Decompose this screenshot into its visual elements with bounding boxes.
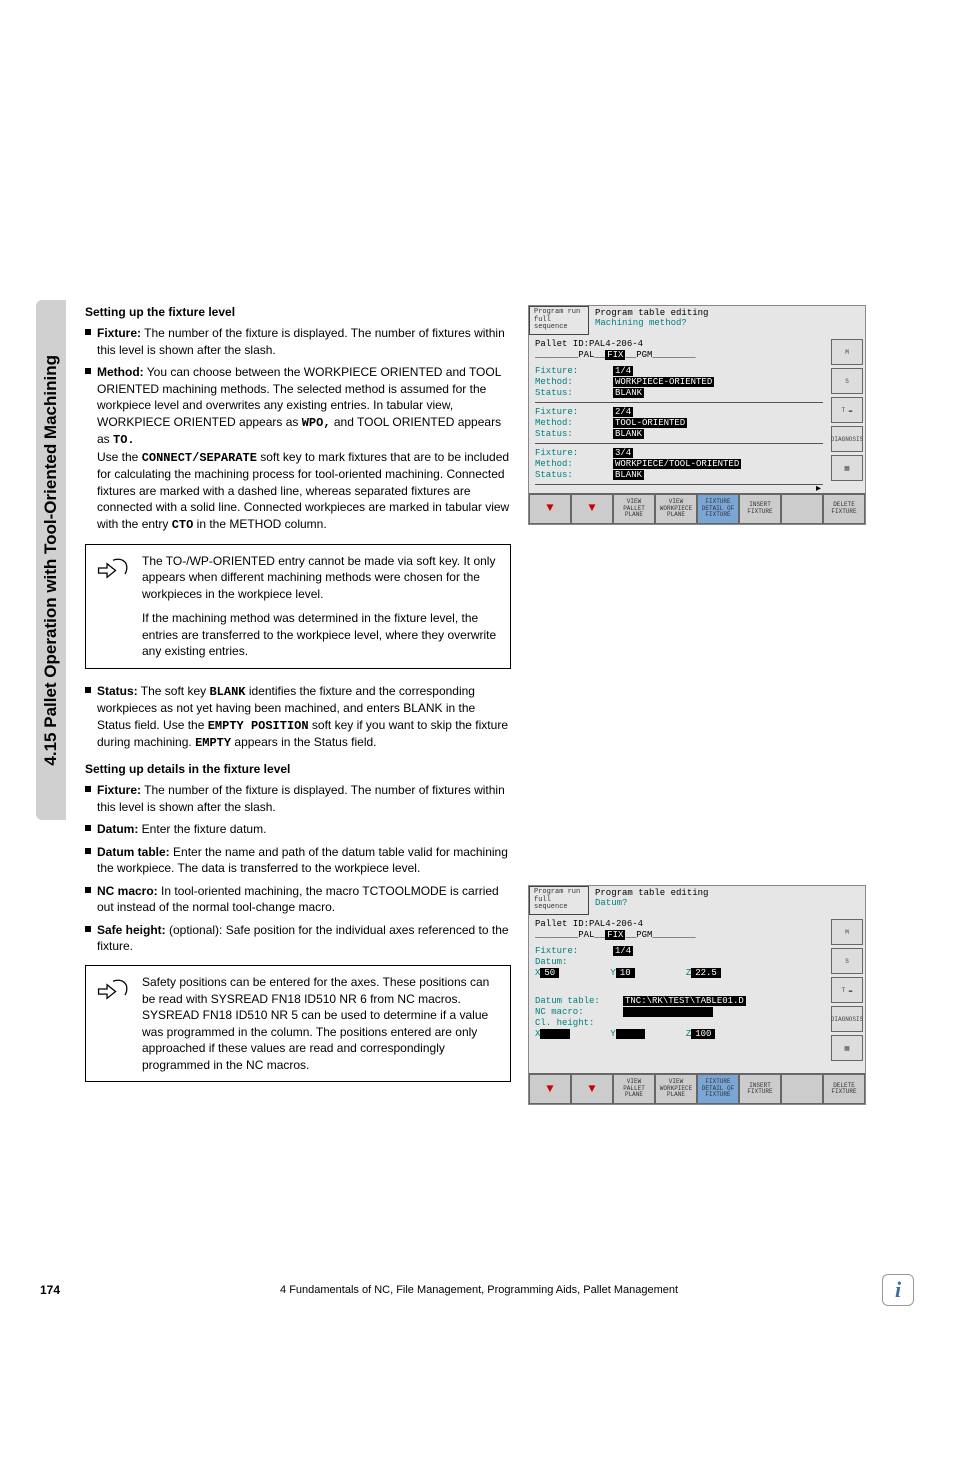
mode-label: Program run full sequence xyxy=(529,306,589,335)
sk-4[interactable]: FIXTURE DETAIL OF FIXTURE xyxy=(697,494,739,524)
sk-5[interactable]: INSERT FIXTURE xyxy=(739,1074,781,1104)
sk-4[interactable]: FIXTURE DETAIL OF FIXTURE xyxy=(697,1074,739,1104)
mode-label: Program run full sequence xyxy=(529,886,589,915)
pallet-id: Pallet ID:PAL4-206-4 xyxy=(535,919,823,929)
sk-7[interactable]: DELETE FIXTURE xyxy=(823,494,865,524)
scroll-indicator: ▸ xyxy=(816,483,821,495)
rbtn-m[interactable]: M xyxy=(831,339,863,365)
screen-1: Program run full sequence Program table … xyxy=(528,305,866,525)
rbtn-s[interactable]: S xyxy=(831,368,863,394)
s2-item-1: Datum: Enter the fixture datum. xyxy=(85,821,511,838)
sk-prev[interactable]: ▼ xyxy=(529,1074,571,1104)
sk-5[interactable]: INSERT FIXTURE xyxy=(739,494,781,524)
rbtn-t[interactable]: T ▬ xyxy=(831,977,863,1003)
screen2-title2: Datum? xyxy=(595,898,708,908)
rbtn-diag[interactable]: DIAGNOSIS xyxy=(831,1006,863,1032)
chapter-title: 4 Fundamentals of NC, File Management, P… xyxy=(280,1284,882,1296)
note-box-2: Safety positions can be entered for the … xyxy=(85,965,511,1082)
note1-p1: The TO-/WP-ORIENTED entry cannot be made… xyxy=(142,553,500,603)
section1-heading: Setting up the fixture level xyxy=(85,305,511,319)
softkey-row: ▼ ▼ VIEW PALLET PLANE VIEW WORKPIECE PLA… xyxy=(529,1073,865,1104)
level-tabs: ________PAL__FIX__PGM________ xyxy=(535,930,823,940)
sk-3[interactable]: VIEW WORKPIECE PLANE xyxy=(655,1074,697,1104)
rbtn-grid[interactable]: ▦ xyxy=(831,1035,863,1061)
page-number: 174 xyxy=(40,1283,60,1297)
sidebar-tab: 4.15 Pallet Operation with Tool-Oriented… xyxy=(36,300,66,820)
sk-2[interactable]: VIEW PALLET PLANE xyxy=(613,494,655,524)
s1-item-method: Method: You can choose between the WORKP… xyxy=(85,364,511,533)
note2-p1: Safety positions can be entered for the … xyxy=(142,974,500,1073)
sk-next[interactable]: ▼ xyxy=(571,494,613,524)
rbtn-t[interactable]: T ▬ xyxy=(831,397,863,423)
s2-item-2: Datum table: Enter the name and path of … xyxy=(85,844,511,877)
clh-xyz: X Y Z100 xyxy=(535,1029,823,1039)
s1-item-fixture: Fixture: The number of the fixture is di… xyxy=(85,325,511,358)
main-content: Setting up the fixture level Fixture: Th… xyxy=(85,305,511,1096)
note1-p2: If the machining method was determined i… xyxy=(142,610,500,660)
s2-item-0: Fixture: The number of the fixture is di… xyxy=(85,782,511,815)
sk-prev[interactable]: ▼ xyxy=(529,494,571,524)
screen-2: Program run full sequence Program table … xyxy=(528,885,866,1105)
hand-icon xyxy=(96,974,130,1073)
s2-item-4: Safe height: (optional): Safe position f… xyxy=(85,922,511,955)
screen1-title1: Program table editing xyxy=(595,308,708,318)
sidebar-label: 4.15 Pallet Operation with Tool-Oriented… xyxy=(41,355,61,766)
sk-next[interactable]: ▼ xyxy=(571,1074,613,1104)
sk-6[interactable] xyxy=(781,494,823,524)
softkey-row: ▼ ▼ VIEW PALLET PLANE VIEW WORKPIECE PLA… xyxy=(529,493,865,524)
screen1-title2: Machining method? xyxy=(595,318,708,328)
level-tabs: ________PAL__FIX__PGM________ xyxy=(535,350,823,360)
sk-3[interactable]: VIEW WORKPIECE PLANE xyxy=(655,494,697,524)
page-footer: 174 4 Fundamentals of NC, File Managemen… xyxy=(0,1274,954,1306)
datum-xyz: X50 Y10 Z22.5 xyxy=(535,968,823,978)
rbtn-grid[interactable]: ▦ xyxy=(831,455,863,481)
section2-heading: Setting up details in the fixture level xyxy=(85,762,511,776)
sk-2[interactable]: VIEW PALLET PLANE xyxy=(613,1074,655,1104)
rbtn-s[interactable]: S xyxy=(831,948,863,974)
s2-item-3: NC macro: In tool-oriented machining, th… xyxy=(85,883,511,916)
hand-icon xyxy=(96,553,130,660)
rbtn-m[interactable]: M xyxy=(831,919,863,945)
info-icon: i xyxy=(882,1274,914,1306)
sk-7[interactable]: DELETE FIXTURE xyxy=(823,1074,865,1104)
sk-6[interactable] xyxy=(781,1074,823,1104)
rbtn-diag[interactable]: DIAGNOSIS xyxy=(831,426,863,452)
screen2-title1: Program table editing xyxy=(595,888,708,898)
s1-item-status: Status: The soft key BLANK identifies th… xyxy=(85,683,511,752)
pallet-id: Pallet ID:PAL4-206-4 xyxy=(535,339,823,349)
note-box-1: The TO-/WP-ORIENTED entry cannot be made… xyxy=(85,544,511,669)
